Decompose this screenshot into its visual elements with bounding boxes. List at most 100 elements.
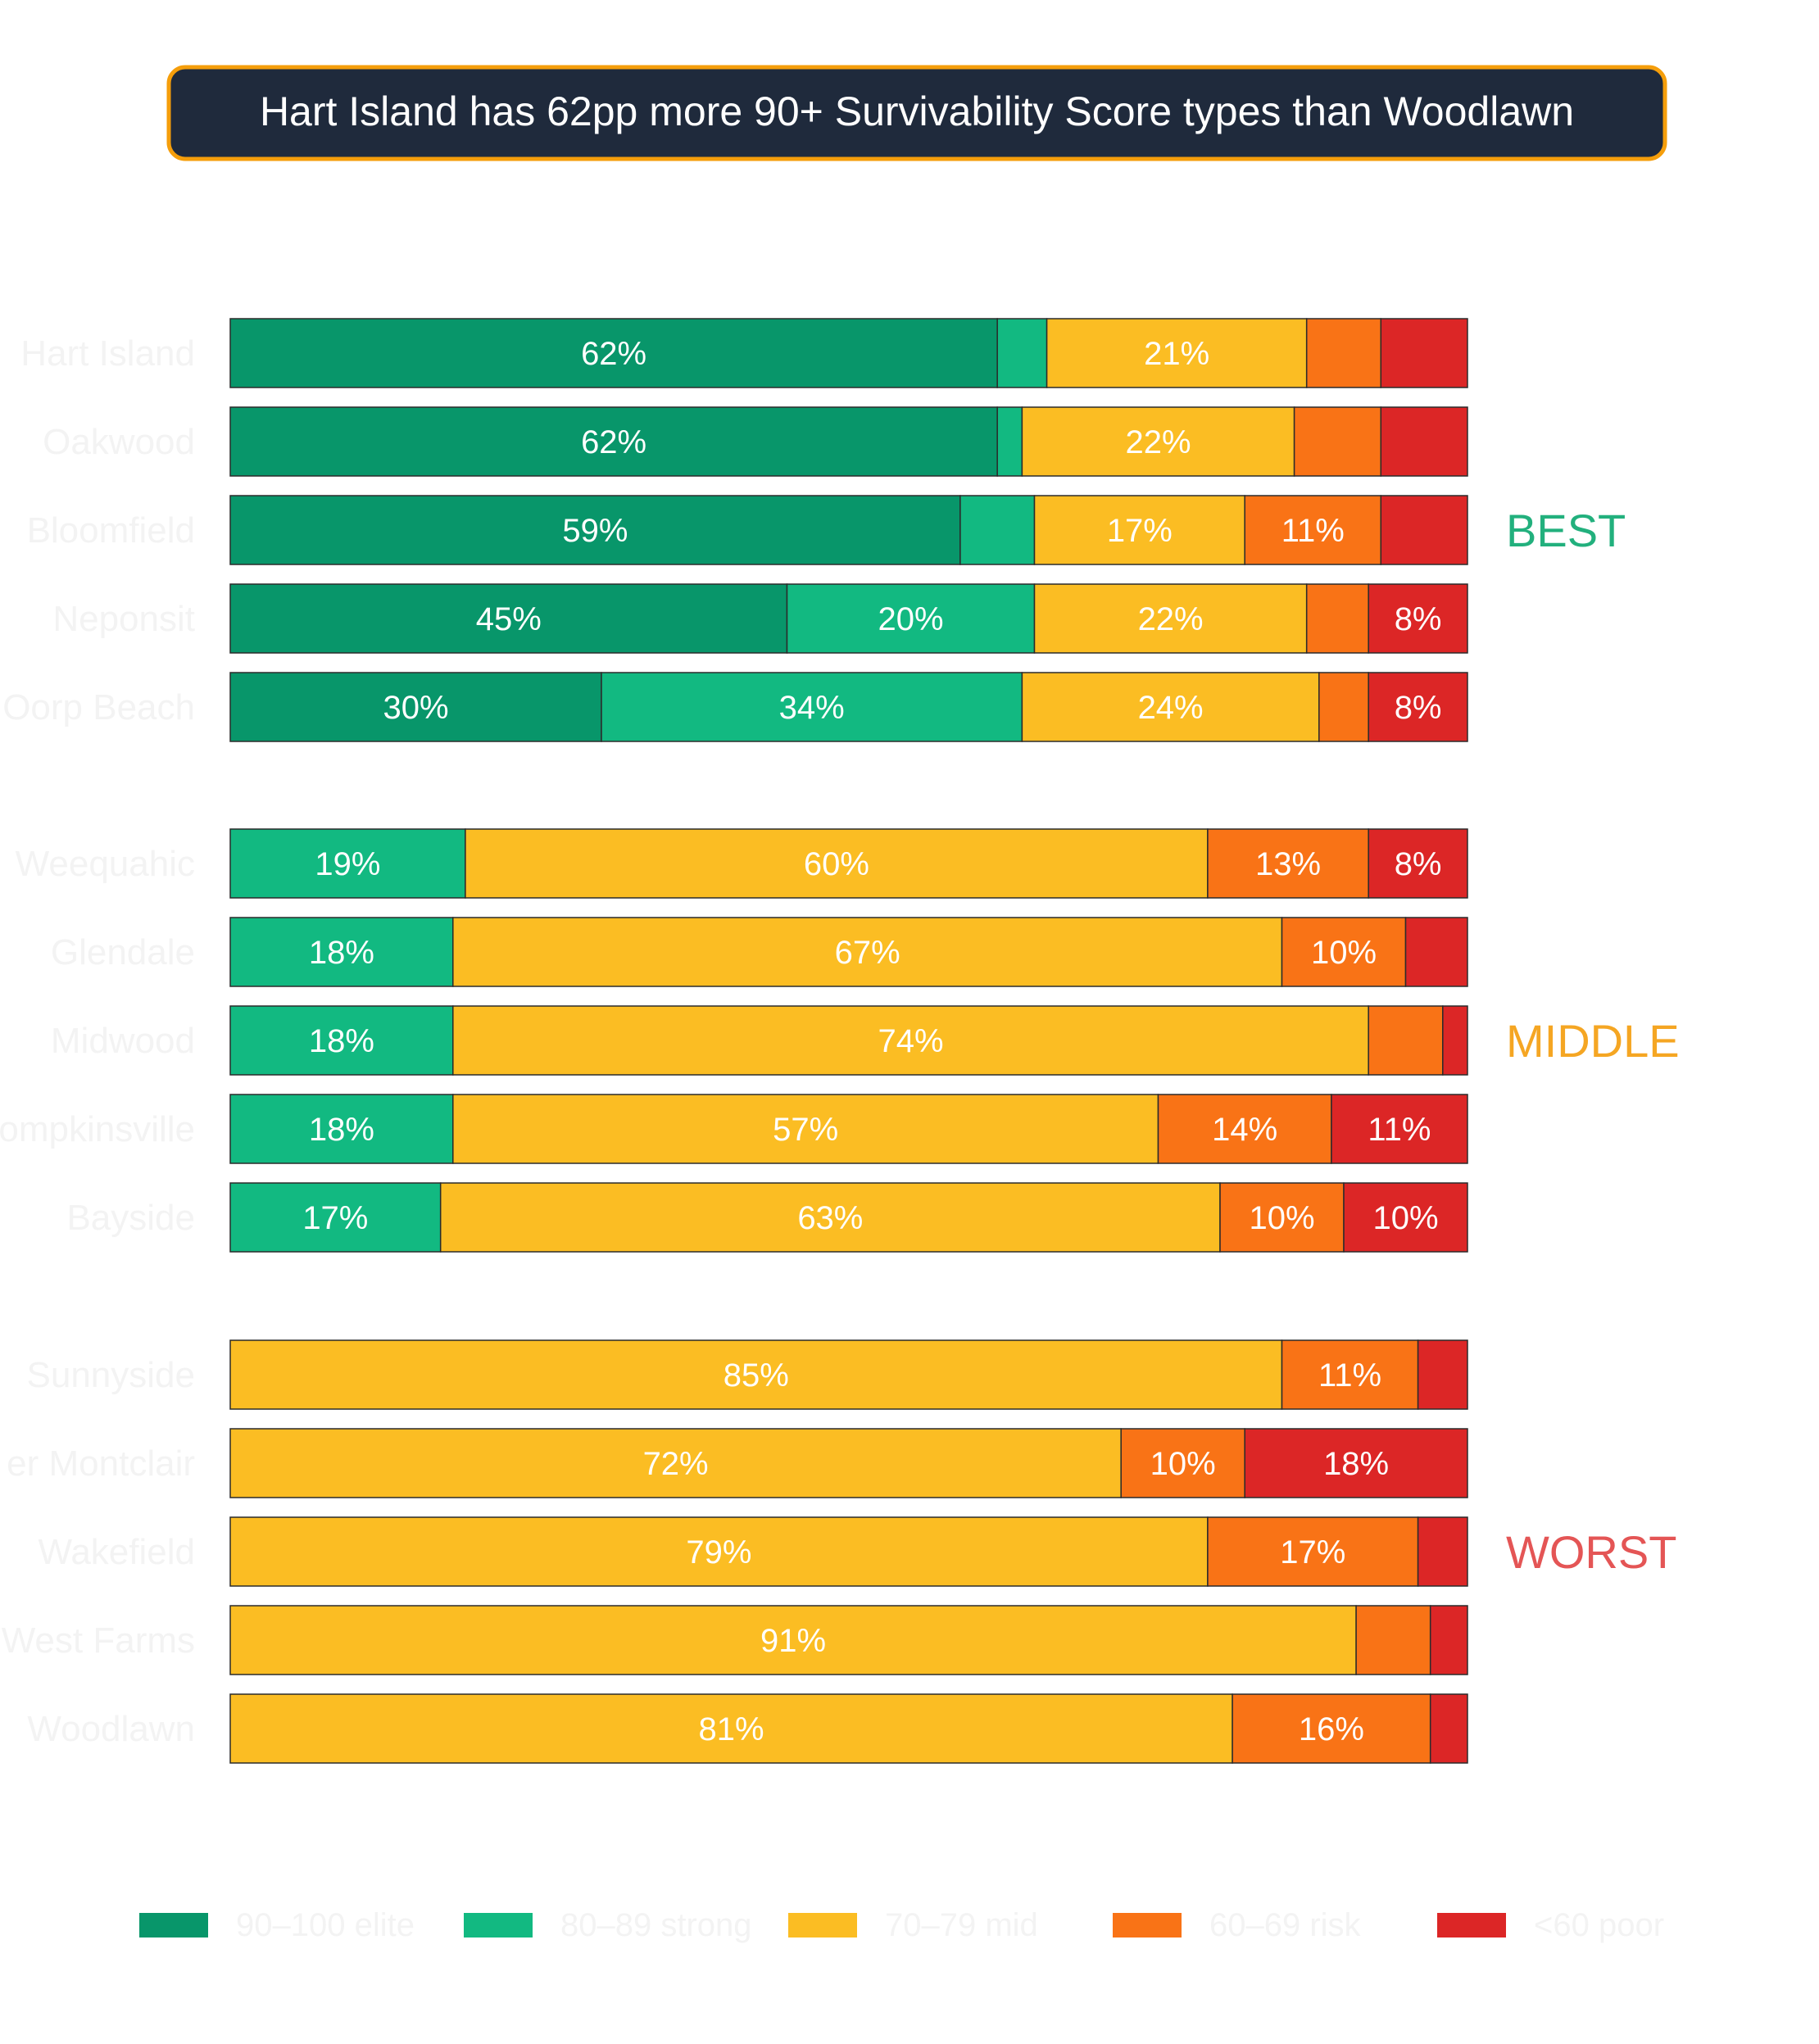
bar-segment-80-89-strong — [959, 495, 1036, 565]
data-label: 10% — [1311, 935, 1377, 971]
bar-segment-60-69-risk — [1355, 1605, 1431, 1675]
bar-segment-60-poor — [1368, 672, 1468, 742]
bar-segment-60-poor — [1380, 406, 1468, 477]
bar-row-neponsit: Neponsit 45% 20% 22% 8% — [52, 583, 1468, 654]
bar-segment-60-69-risk — [1232, 1693, 1431, 1764]
category-label: Wakefield — [38, 1532, 195, 1572]
data-label: 18% — [309, 1112, 374, 1148]
bar-segment-90-100-elite — [229, 583, 788, 654]
data-label: 85% — [724, 1357, 789, 1394]
bar-segment-90-100-elite — [229, 495, 961, 565]
bar-segment-60-poor — [1368, 828, 1468, 899]
bar-row-hart-island: Hart Island 62% 21% — [20, 318, 1468, 388]
data-label: 10% — [1249, 1200, 1314, 1236]
data-label: 18% — [1323, 1446, 1389, 1482]
data-label: 60% — [804, 846, 869, 882]
legend-label: 80–89 strong — [560, 1907, 752, 1943]
bar-segment-60-poor — [1429, 1693, 1468, 1764]
data-label: 57% — [773, 1112, 838, 1148]
bar-segment-80-89-strong — [229, 1094, 454, 1164]
bar-segment-70-79-mid — [452, 917, 1283, 987]
bar-row-wakefield: Wakefield 79% 17% — [38, 1516, 1468, 1587]
bar-segment-60-69-risk — [1120, 1428, 1245, 1498]
data-label: 11% — [1368, 1112, 1431, 1148]
category-label: Bloomfield — [27, 510, 195, 551]
bar-segment-80-89-strong — [229, 1005, 454, 1076]
legend-swatch — [464, 1913, 533, 1937]
data-label: 22% — [1125, 424, 1191, 460]
bar-row-weequahic: Weequahic 19% 60% 13% 8% — [16, 828, 1468, 899]
bar-segment-60-poor — [1429, 1605, 1468, 1675]
bar-segment-60-69-risk — [1305, 318, 1382, 388]
bar-segment-70-79-mid — [1021, 672, 1320, 742]
chart-title: Hart Island has 62pp more 90+ Survivabil… — [260, 88, 1574, 134]
bar-segment-60-poor — [1368, 583, 1468, 654]
legend-swatch — [788, 1913, 857, 1937]
bar-row-midwood: Midwood 18% 74% — [51, 1005, 1468, 1076]
category-label: er Montclair — [7, 1443, 195, 1484]
category-label: ompkinsville — [0, 1109, 195, 1149]
data-label: 14% — [1212, 1112, 1277, 1148]
legend-label: <60 poor — [1534, 1907, 1664, 1943]
bar-segment-60-69-risk — [1207, 828, 1369, 899]
legend-label: 60–69 risk — [1209, 1907, 1362, 1943]
bar-segment-70-79-mid — [1021, 406, 1295, 477]
bar-segment-70-79-mid — [1046, 318, 1308, 388]
bar-segment-70-79-mid — [1033, 583, 1308, 654]
legend-item-90-100-elite: 90–100 elite — [139, 1907, 415, 1943]
data-label: 8% — [1395, 846, 1442, 882]
data-label: 8% — [1395, 690, 1442, 726]
group-label-worst: WORST — [1506, 1526, 1676, 1578]
bar-segment-90-100-elite — [229, 672, 602, 742]
bar-segment-70-79-mid — [229, 1693, 1233, 1764]
data-label: 19% — [315, 846, 380, 882]
bar-row-woodlawn: Woodlawn 81% 16% — [27, 1693, 1468, 1764]
bar-segment-60-69-risk — [1305, 583, 1369, 654]
bar-segment-80-89-strong — [996, 406, 1023, 477]
data-label: 24% — [1138, 690, 1204, 726]
legend-swatch — [139, 1913, 208, 1937]
data-label: 10% — [1150, 1446, 1216, 1482]
title-layer: Hart Island has 62pp more 90+ Survivabil… — [166, 65, 1667, 161]
data-label: 13% — [1255, 846, 1321, 882]
category-label: Oakwood — [43, 422, 195, 462]
bar-segment-70-79-mid — [465, 828, 1209, 899]
data-label: 11% — [1318, 1357, 1381, 1394]
category-label: Bayside — [66, 1198, 195, 1238]
data-label: 91% — [760, 1623, 826, 1659]
legend-swatch — [1113, 1913, 1182, 1937]
data-label: 18% — [309, 935, 374, 971]
bar-segment-90-100-elite — [229, 406, 998, 477]
data-label: 34% — [779, 690, 845, 726]
bar-segment-80-89-strong — [786, 583, 1036, 654]
category-label: Glendale — [51, 932, 195, 972]
bar-segment-70-79-mid — [452, 1094, 1159, 1164]
data-label: 18% — [309, 1023, 374, 1059]
bar-segment-70-79-mid — [439, 1182, 1221, 1253]
bar-row-oorp-beach: Oorp Beach 30% 34% 24% 8% — [2, 672, 1468, 742]
bar-row-er-montclair: er Montclair 72% 10% 18% — [7, 1428, 1468, 1498]
bar-segment-60-poor — [1404, 917, 1468, 987]
rows-layer: Hart Island 62% 21% Oakwood 62% 22% Bloomfield… — [0, 318, 1468, 1764]
bar-row-ompkinsville: ompkinsville 18% 57% 14% 11% — [0, 1094, 1468, 1164]
bar-row-sunnyside: Sunnyside 85% 11% — [27, 1339, 1468, 1410]
data-label: 63% — [797, 1200, 863, 1236]
category-label: Midwood — [51, 1021, 195, 1061]
data-label: 10% — [1372, 1200, 1438, 1236]
bar-segment-70-79-mid — [452, 1005, 1369, 1076]
bar-row-oakwood: Oakwood 62% 22% — [43, 406, 1468, 477]
data-label: 20% — [878, 601, 943, 637]
category-label: Weequahic — [16, 844, 195, 884]
bar-segment-80-89-strong — [229, 1182, 442, 1253]
bar-segment-80-89-strong — [601, 672, 1023, 742]
data-label: 67% — [835, 935, 900, 971]
bar-segment-70-79-mid — [229, 1339, 1283, 1410]
legend-label: 70–79 mid — [885, 1907, 1038, 1943]
bar-segment-60-poor — [1380, 318, 1468, 388]
legend-item-70-79-mid: 70–79 mid — [788, 1907, 1038, 1943]
bar-segment-70-79-mid — [229, 1516, 1209, 1587]
data-label: 17% — [302, 1200, 368, 1236]
bar-row-bloomfield: Bloomfield 59% 17% 11% — [27, 495, 1468, 565]
